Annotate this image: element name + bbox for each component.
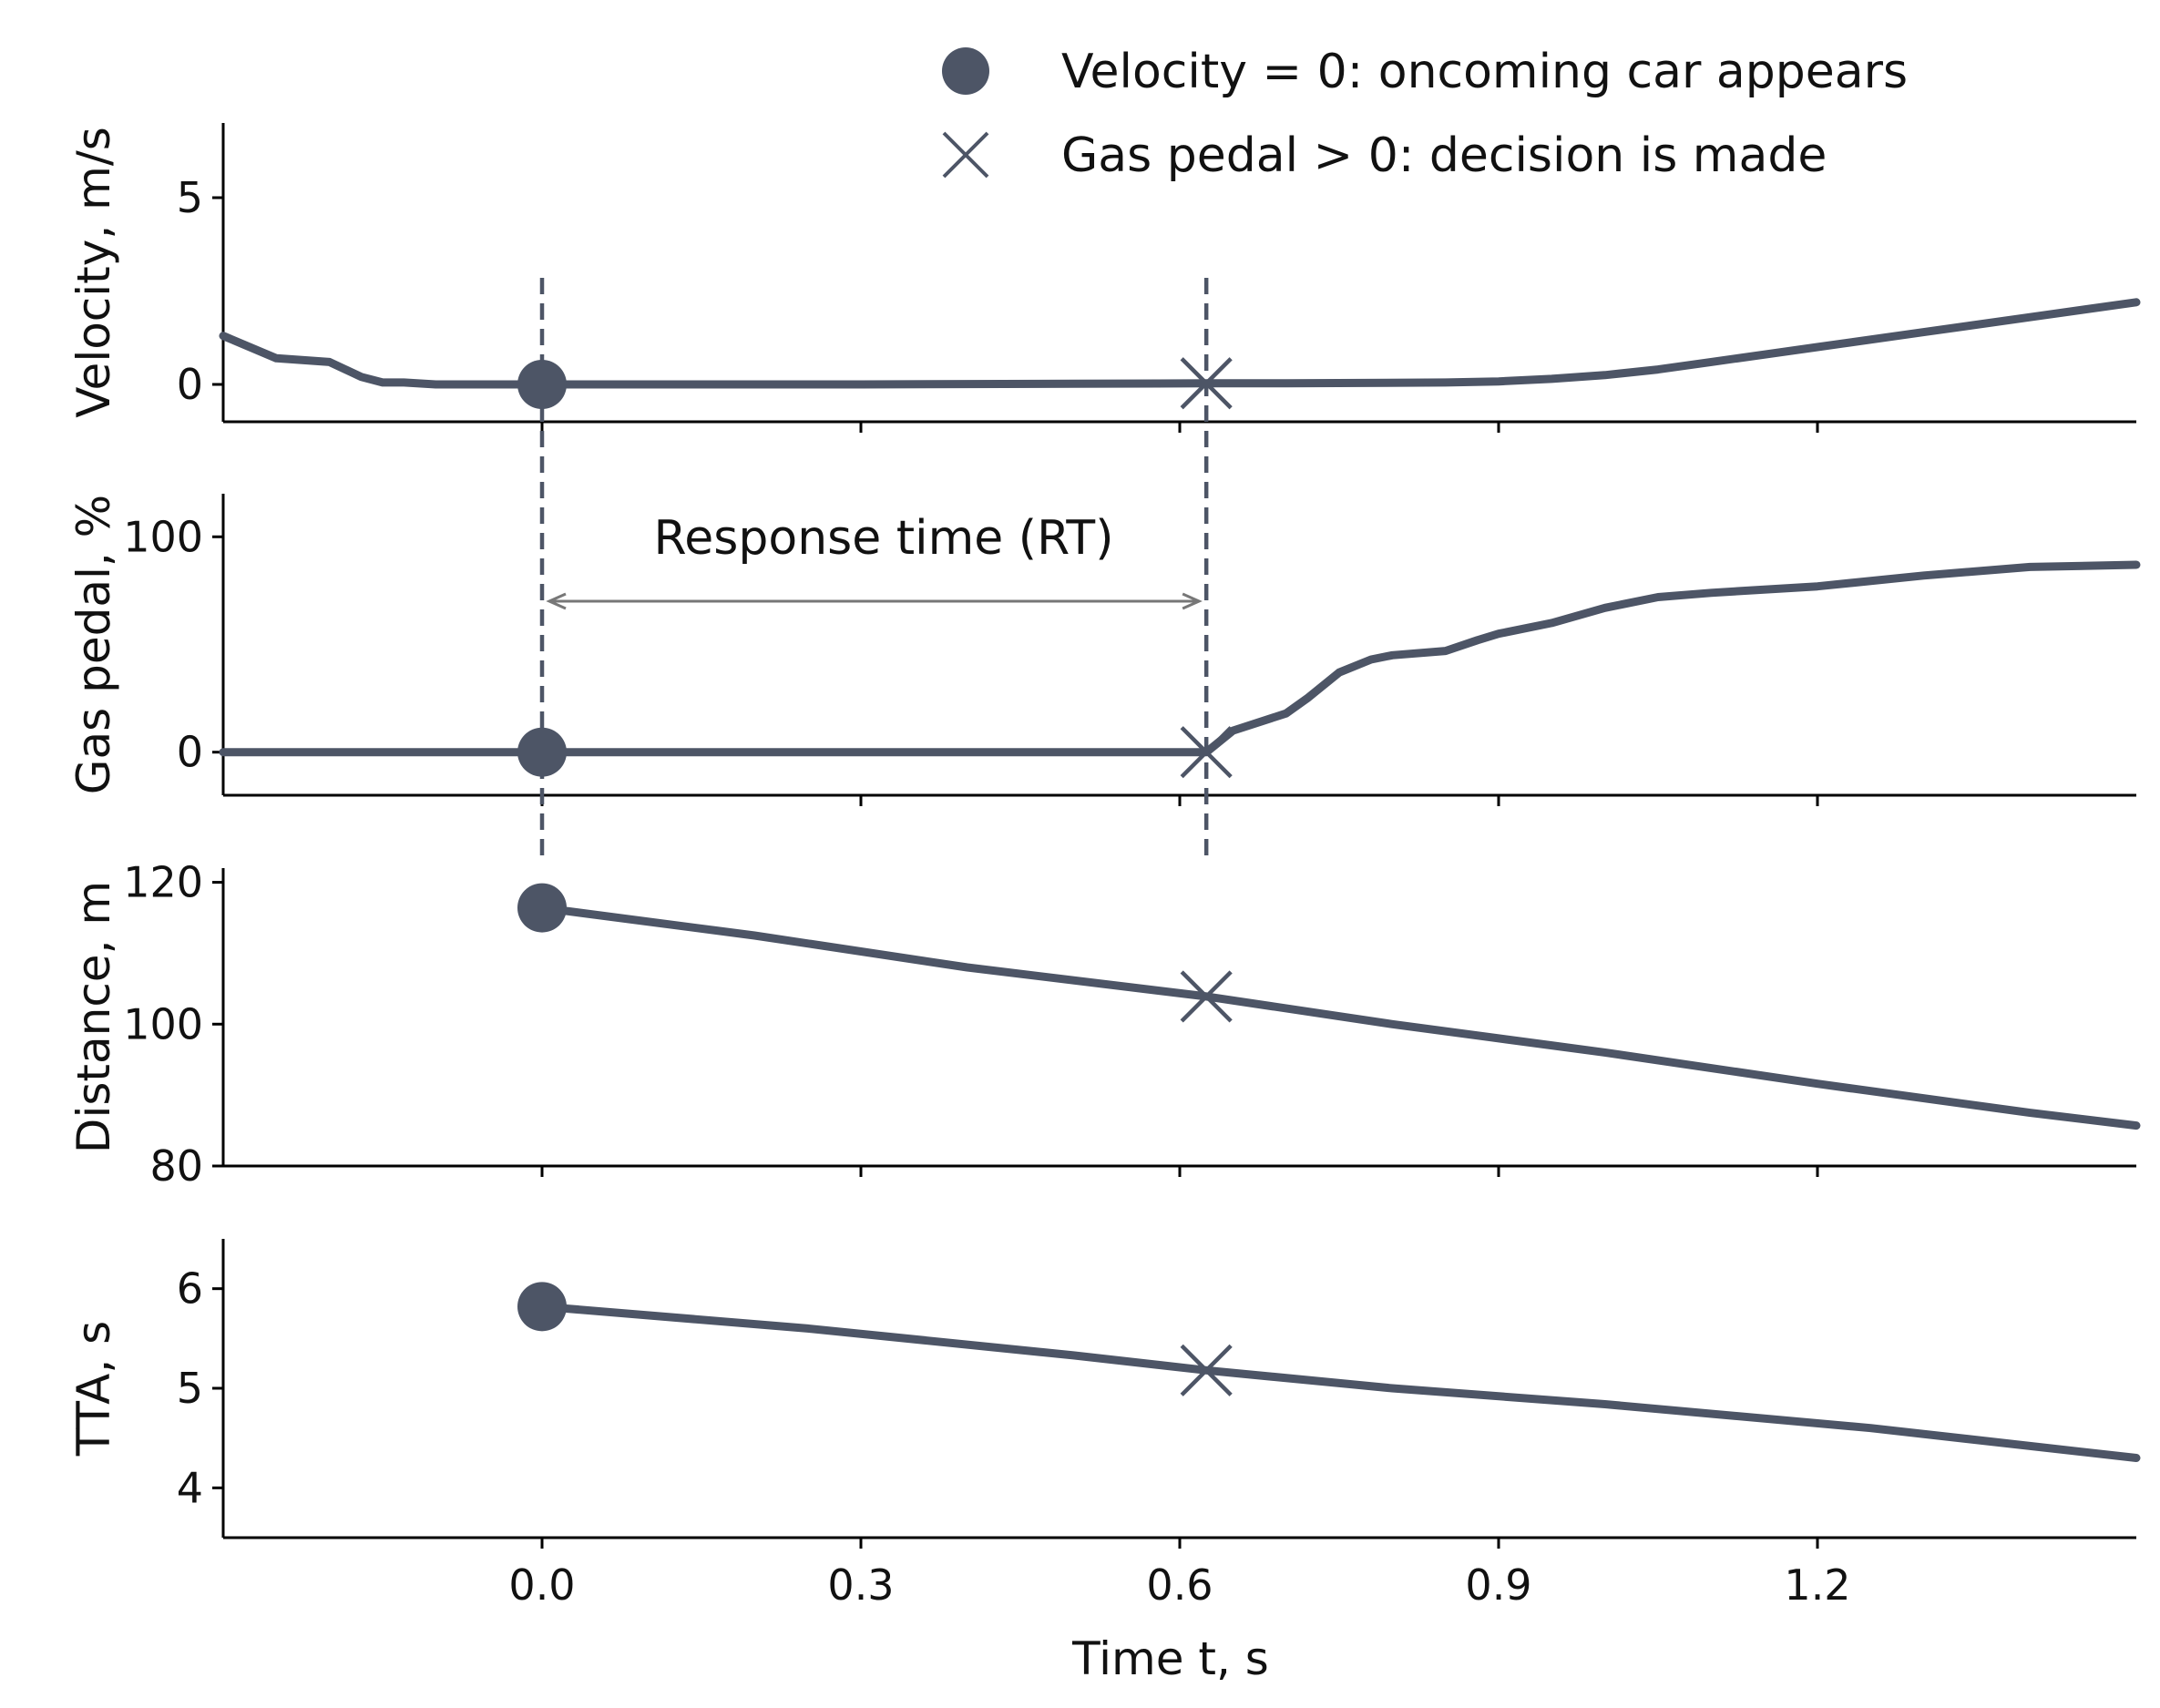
x-tick-label: 0.0 — [508, 1560, 575, 1610]
x-axis-label: Time t, s — [1071, 1632, 1269, 1685]
y-tick-label: 5 — [177, 1364, 203, 1413]
response-time-arrow-head-right — [1182, 592, 1203, 610]
event-marker-x — [1180, 357, 1233, 410]
x-tick-label: 0.3 — [827, 1560, 894, 1610]
response-time-label: Response time (RT) — [654, 511, 1114, 566]
legend-entry-gas-pedal: Gas pedal > 0: decision is made — [1061, 128, 1827, 183]
y-tick-label: 4 — [177, 1463, 203, 1512]
y-axis-label: TTA, s — [67, 1321, 120, 1457]
x-tick-label: 0.6 — [1146, 1560, 1213, 1610]
legend: Velocity = 0: oncoming car appears Gas p… — [942, 45, 1908, 183]
y-tick-label: 6 — [177, 1264, 203, 1314]
x-tick-label: 0.9 — [1465, 1560, 1531, 1610]
y-axis-label: Gas pedal, % — [67, 495, 120, 794]
event-marker-x — [1180, 970, 1233, 1023]
series-line — [219, 560, 2141, 757]
y-tick-label: 100 — [123, 512, 203, 561]
y-tick-label: 120 — [123, 858, 203, 907]
series-line — [219, 298, 2141, 389]
event-marker-circle — [517, 1282, 567, 1332]
event-marker-x — [1180, 1344, 1233, 1396]
panel-4: 4 5 6 0.0 0.3 0.6 0.9 1.2 TTA, s Time t, s — [67, 1239, 2141, 1685]
y-tick-label: 5 — [177, 173, 203, 222]
y-tick-label: 0 — [177, 360, 203, 409]
legend-x-marker — [942, 131, 989, 179]
y-tick-label: 100 — [123, 999, 203, 1048]
x-tick-label: 1.2 — [1784, 1560, 1850, 1610]
legend-circle-marker — [942, 47, 989, 95]
event-marker-circle — [517, 727, 567, 777]
event-marker-x — [1180, 726, 1233, 779]
x-stroke — [1180, 357, 1233, 410]
x-stroke — [1180, 1344, 1233, 1396]
y-axis-label: Distance, m — [67, 881, 120, 1153]
series-line — [537, 904, 2141, 1130]
event-marker-circle — [517, 883, 567, 933]
x-stroke — [1180, 970, 1233, 1023]
legend-entry-velocity: Velocity = 0: oncoming car appears — [1061, 45, 1908, 99]
x-stroke — [1180, 726, 1233, 779]
y-tick-label: 80 — [149, 1141, 203, 1191]
y-axis-label: Velocity, m/s — [67, 127, 120, 418]
event-marker-circle — [517, 360, 567, 409]
response-time-arrow-head-left — [546, 592, 567, 610]
response-time-annotation: Response time (RT) — [539, 278, 1209, 856]
y-tick-label: 0 — [177, 728, 203, 777]
series-line — [537, 1302, 2141, 1462]
